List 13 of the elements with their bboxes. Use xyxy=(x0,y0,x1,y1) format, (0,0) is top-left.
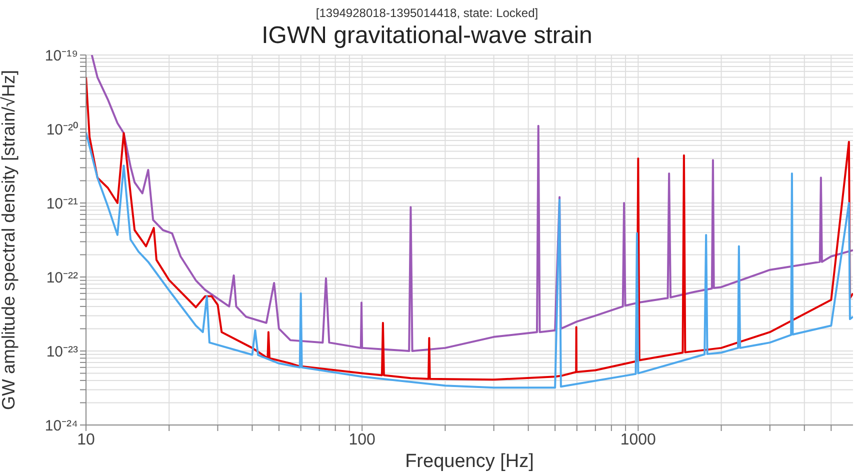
y-tick-label: 10⁻²⁴ xyxy=(44,417,78,434)
x-axis-title: Frequency [Hz] xyxy=(405,451,534,472)
y-tick-label: 10⁻²² xyxy=(46,269,78,286)
chart-title: IGWN gravitational-wave strain xyxy=(262,22,592,49)
y-tick-label: 10⁻²⁰ xyxy=(46,121,78,138)
x-tick-label: 10 xyxy=(77,431,95,448)
y-axis-title: GW amplitude spectral density [strain/√Hz] xyxy=(0,70,18,410)
x-tick-label: 1000 xyxy=(620,431,656,448)
y-tick-label: 10⁻²¹ xyxy=(46,195,78,212)
y-tick-label: 10⁻²³ xyxy=(46,343,78,360)
x-tick-label: 100 xyxy=(348,431,376,448)
y-tick-label: 10⁻¹⁹ xyxy=(44,47,78,64)
chart-subtitle: [1394928018-1395014418, state: Locked] xyxy=(314,6,540,20)
